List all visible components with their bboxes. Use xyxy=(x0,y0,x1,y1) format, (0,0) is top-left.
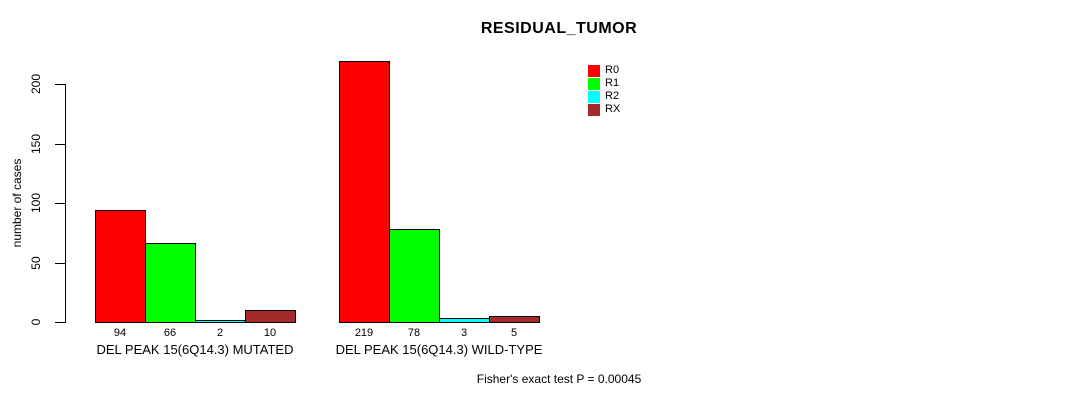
y-tick-label: 0 xyxy=(29,318,43,326)
y-tick xyxy=(55,144,65,145)
bar-value-label: 3 xyxy=(460,327,468,339)
bar-r0-group2 xyxy=(339,61,390,323)
legend-swatch-r2 xyxy=(588,90,600,103)
category-label: DEL PEAK 15(6Q14.3) WILD-TYPE xyxy=(335,342,543,357)
fisher-test-annotation: Fisher's exact test P = 0.00045 xyxy=(476,372,642,386)
bar-r0-group1 xyxy=(95,210,146,323)
y-tick-label: 50 xyxy=(29,256,43,270)
y-tick-label: 100 xyxy=(29,192,43,214)
y-tick xyxy=(55,84,65,85)
y-tick xyxy=(55,203,65,204)
bar-rx-group2 xyxy=(489,316,540,323)
bar-value-label: 2 xyxy=(216,327,224,339)
bar-value-label: 10 xyxy=(263,327,277,339)
y-tick-label: 200 xyxy=(29,73,43,95)
legend-swatch-rx xyxy=(588,103,600,116)
bar-value-label: 5 xyxy=(510,327,518,339)
legend-row-r0: R0 xyxy=(588,64,620,77)
legend-label: RX xyxy=(605,103,621,115)
bar-value-label: 66 xyxy=(163,327,177,339)
y-axis-line xyxy=(65,84,66,323)
bar-r2-group1 xyxy=(195,320,246,323)
legend-row-r1: R1 xyxy=(588,77,620,90)
legend-label: R0 xyxy=(605,64,620,76)
legend-row-r2: R2 xyxy=(588,90,620,103)
legend-row-rx: RX xyxy=(588,103,620,116)
bar-r2-group2 xyxy=(439,318,490,323)
y-tick-label: 150 xyxy=(29,133,43,155)
y-tick xyxy=(55,263,65,264)
bar-rx-group1 xyxy=(245,310,296,323)
legend-label: R1 xyxy=(605,77,620,89)
bar-r1-group1 xyxy=(145,243,196,323)
bar-value-label: 78 xyxy=(407,327,421,339)
y-tick xyxy=(55,322,65,323)
bar-r1-group2 xyxy=(389,229,440,323)
legend-swatch-r1 xyxy=(588,77,600,90)
bar-value-label: 219 xyxy=(354,327,374,339)
legend-label: R2 xyxy=(605,90,620,102)
category-label: DEL PEAK 15(6Q14.3) MUTATED xyxy=(96,342,294,357)
bar-value-label: 94 xyxy=(113,327,127,339)
legend: R0 R1 R2 RX xyxy=(588,64,620,116)
y-axis-title: number of cases xyxy=(10,158,24,248)
legend-swatch-r0 xyxy=(588,64,600,77)
chart-title: RESIDUAL_TUMOR xyxy=(480,20,638,37)
